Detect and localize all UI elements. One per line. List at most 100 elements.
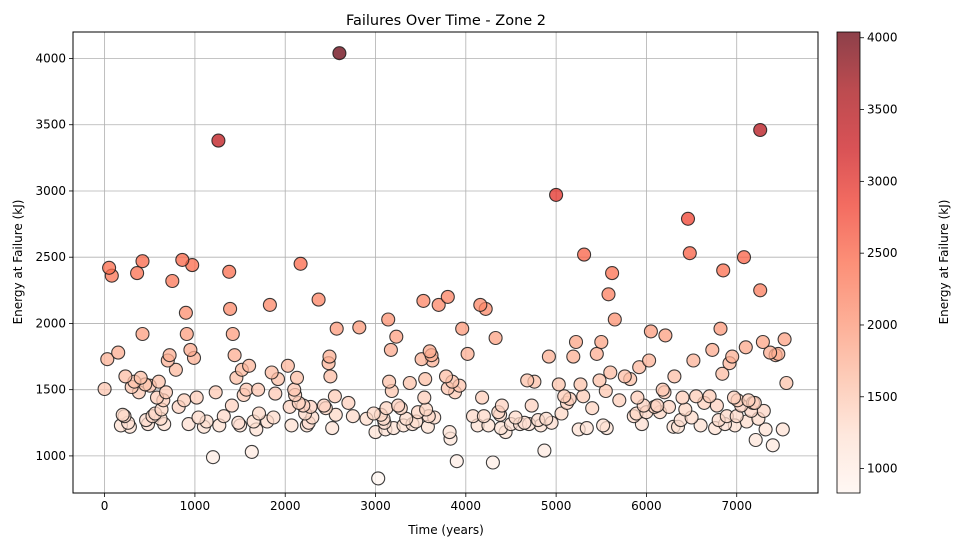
data-point <box>135 254 150 269</box>
data-point <box>287 382 302 397</box>
data-point <box>589 346 604 361</box>
data-point <box>661 399 677 414</box>
data-point <box>475 390 490 405</box>
data-point <box>777 332 792 347</box>
data-point <box>524 398 539 413</box>
data-point <box>643 324 658 339</box>
data-point <box>655 382 670 397</box>
data-point <box>327 389 342 404</box>
x-tick-label: 3000 <box>360 499 391 513</box>
data-point <box>680 211 696 226</box>
data-point <box>686 353 701 368</box>
data-point <box>371 471 386 486</box>
data-point <box>382 374 397 389</box>
data-point <box>596 418 611 433</box>
data-point <box>577 247 592 262</box>
data-point <box>183 342 198 357</box>
data-point <box>494 398 509 413</box>
data-point <box>508 410 523 425</box>
data-point <box>520 373 535 388</box>
data-point <box>488 330 503 346</box>
data-point <box>422 344 437 359</box>
data-point <box>419 402 434 417</box>
plot-frame <box>72 31 819 494</box>
data-point <box>775 422 790 437</box>
data-point <box>97 381 112 397</box>
data-point <box>455 321 470 336</box>
data-point <box>725 349 740 364</box>
data-point <box>366 406 381 421</box>
chart-title: Failures Over Time - Zone 2 <box>346 13 546 29</box>
data-point <box>191 410 206 425</box>
data-point <box>755 334 770 350</box>
data-point <box>573 377 588 392</box>
data-point <box>329 321 344 336</box>
data-point <box>630 390 645 405</box>
data-point <box>726 390 742 405</box>
data-point <box>175 252 190 267</box>
data-point <box>216 409 231 424</box>
y-axis-ticks: 1000 1500 2000 2500 3000 3500 4000 <box>35 51 73 463</box>
data-point <box>689 389 704 404</box>
data-point <box>607 312 622 327</box>
y-tick-label: 3500 <box>35 118 66 132</box>
data-point <box>765 438 780 453</box>
y-tick-label: 4000 <box>35 51 66 65</box>
y-tick-label: 3000 <box>35 184 66 198</box>
data-point <box>391 398 406 413</box>
data-point <box>268 386 283 401</box>
data-point <box>763 345 778 360</box>
data-point <box>741 393 756 408</box>
y-axis-label: Energy at Failure (kJ) <box>11 200 25 325</box>
data-point <box>181 417 196 432</box>
data-point <box>667 369 682 384</box>
data-point <box>557 389 572 404</box>
data-point <box>753 283 768 298</box>
data-point <box>736 250 752 265</box>
data-point <box>118 369 133 384</box>
data-point <box>262 297 277 312</box>
data-point <box>328 407 343 422</box>
data-point <box>541 349 556 364</box>
data-point <box>179 326 194 342</box>
data-point <box>592 373 607 388</box>
data-point <box>316 398 332 413</box>
data-point <box>678 402 693 417</box>
data-point <box>598 383 613 399</box>
data-point <box>322 349 337 364</box>
data-point <box>162 348 177 363</box>
data-point <box>485 455 500 470</box>
data-point <box>231 415 246 430</box>
data-point <box>650 398 665 413</box>
data-point <box>601 287 616 302</box>
data-point <box>603 365 618 380</box>
data-point <box>151 374 166 389</box>
data-point <box>178 305 193 320</box>
data-point <box>431 297 446 312</box>
data-point <box>713 321 728 336</box>
data-point <box>539 411 554 426</box>
data-point <box>239 382 254 397</box>
data-point <box>417 390 432 405</box>
data-point <box>223 301 238 316</box>
data-point <box>576 389 591 404</box>
data-point <box>224 398 239 413</box>
data-point <box>266 410 281 425</box>
data-point <box>442 425 457 440</box>
data-point <box>748 432 763 448</box>
data-point <box>135 326 150 342</box>
data-point <box>449 454 464 469</box>
data-point <box>568 334 584 350</box>
data-point <box>418 372 433 387</box>
y-tick-label: 1000 <box>35 449 66 463</box>
data-point <box>325 421 340 436</box>
y-tick-label: 2000 <box>35 316 66 330</box>
x-tick-label: 6000 <box>631 499 662 513</box>
x-axis-label: Time (years) <box>407 523 484 537</box>
data-point <box>460 346 475 361</box>
data-point <box>566 349 581 364</box>
data-point <box>705 342 720 357</box>
data-point <box>227 348 242 363</box>
